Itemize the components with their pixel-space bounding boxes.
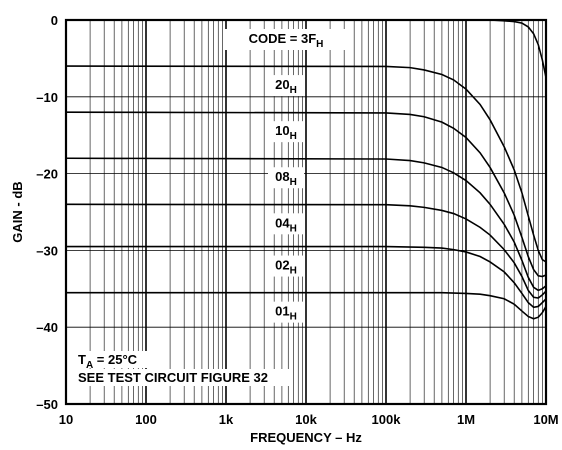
series-label-text: 10H (275, 123, 297, 142)
series-subscript: H (290, 223, 297, 234)
series-subscript: H (290, 85, 297, 96)
series-label-bg (268, 167, 304, 189)
x-tick-label: 10 (59, 412, 73, 427)
series-subscript: H (316, 39, 323, 50)
series-line (65, 157, 547, 292)
tick-labels: 10 100 1k 10k 100k 1M 10M 0 –10 –20 –30 –40 –50 (36, 13, 558, 427)
series-label: CODE = 3FH (225, 29, 347, 50)
temp-prefix: T (78, 352, 86, 367)
circuit-note: SEE TEST CIRCUIT FIGURE 32 (76, 369, 290, 386)
series-label: 20H (268, 75, 304, 97)
temperature-note: TA = 25°C (76, 351, 156, 371)
series-label-bg (268, 121, 304, 143)
series-label-bg (268, 75, 304, 97)
x-tick-label: 100k (372, 412, 402, 427)
y-tick-label: –40 (36, 320, 58, 335)
series-label-text: 20H (275, 77, 297, 96)
x-tick-label: 100 (135, 412, 157, 427)
y-tick-label: –30 (36, 243, 58, 258)
series-name: 08 (275, 169, 289, 184)
x-axis-title: FREQUENCY – Hz (250, 430, 362, 445)
series-label-text: CODE = 3FH (249, 31, 324, 50)
series-name: 01 (275, 304, 289, 319)
x-tick-label: 10M (533, 412, 558, 427)
temp-subscript: A (86, 360, 93, 371)
series-label-bg (225, 29, 347, 50)
y-axis-title: GAIN - dB (10, 181, 25, 242)
series-subscript: H (290, 266, 297, 277)
series-name: 3F (301, 31, 316, 46)
series-line (66, 291, 547, 320)
y-tick-label: –50 (36, 397, 58, 412)
circuit-note-text: SEE TEST CIRCUIT FIGURE 32 (78, 370, 268, 385)
y-tick-label: –10 (36, 90, 58, 105)
series-label: 01H (268, 301, 304, 323)
series-line (65, 65, 547, 263)
series-label-text: 02H (275, 258, 297, 277)
x-tick-label: 10k (295, 412, 317, 427)
svg-text:TA = 25°C: TA = 25°C (78, 352, 138, 371)
grid (65, 19, 546, 405)
plot-frame (64, 18, 548, 406)
series-label-bg (268, 213, 304, 235)
series-subscript: H (290, 131, 297, 142)
series-label: 02H (268, 255, 304, 277)
series-label: 10H (268, 121, 304, 143)
series-subscript: H (290, 312, 297, 323)
series-label-text: 04H (275, 215, 297, 234)
y-tick-label: –20 (36, 167, 58, 182)
x-tick-label: 1M (457, 412, 475, 427)
series-name: 02 (275, 258, 289, 273)
series-name: 10 (275, 123, 289, 138)
y-tick-label: 0 (51, 13, 58, 28)
series-subscript: H (290, 177, 297, 188)
series-name: 04 (275, 215, 290, 230)
series-line (65, 111, 547, 278)
series-label-text: 01H (275, 304, 297, 323)
series-label-bg (268, 301, 304, 323)
series-line (65, 203, 547, 299)
code-prefix: CODE = (249, 31, 301, 46)
series-line (66, 245, 547, 309)
series-label: 08H (268, 167, 304, 189)
series-label-bg (268, 255, 304, 277)
series-label: 04H (268, 213, 304, 235)
series-name: 20 (275, 77, 289, 92)
temp-value: = 25°C (93, 352, 137, 367)
x-tick-label: 1k (219, 412, 234, 427)
series-label-text: 08H (275, 169, 297, 188)
